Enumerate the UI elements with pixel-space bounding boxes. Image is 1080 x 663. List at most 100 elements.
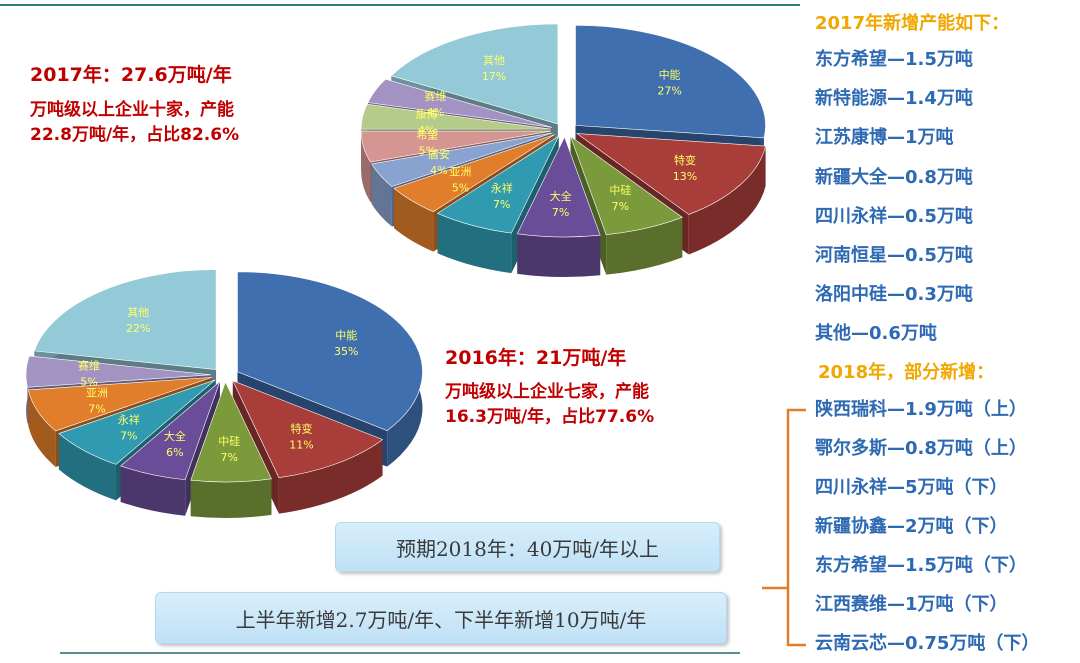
slice-label: 中硅 xyxy=(609,184,631,197)
slice-康博 xyxy=(360,103,552,130)
list-item: 陕西瑞科—1.9万吨（上） xyxy=(815,399,1027,420)
slice-percent: 11% xyxy=(289,438,313,451)
slice-label: 其他 xyxy=(483,54,505,67)
slice-永祥 xyxy=(436,135,560,234)
slice-percent: 4% xyxy=(427,106,444,119)
slice-rim xyxy=(688,146,766,255)
slice-盾安 xyxy=(371,132,553,187)
slice-赛维 xyxy=(367,78,553,128)
list-item: 洛阳中硅—0.3万吨 xyxy=(815,284,973,306)
list-item: 鄂尔多斯—0.8万吨（上） xyxy=(815,438,1027,459)
slice-percent: 17% xyxy=(482,70,506,83)
slice-rim xyxy=(120,465,186,516)
slice-rim xyxy=(606,217,683,275)
list-item: 东方希望—1.5万吨（下） xyxy=(815,555,1027,576)
y2017-line2: 22.8万吨/年，占比82.6% xyxy=(30,125,240,145)
slice-percent: 35% xyxy=(334,345,358,358)
slice-rim xyxy=(278,439,383,514)
slice-赛维 xyxy=(25,355,212,388)
slice-percent: 5% xyxy=(419,144,436,157)
list-item: 江西赛维—1万吨（下） xyxy=(815,594,1008,615)
slice-中能 xyxy=(575,25,766,139)
slice-中硅 xyxy=(190,381,272,483)
slice-label: 特变 xyxy=(674,153,696,167)
list-item: 其他—0.6万吨 xyxy=(815,323,937,345)
list-item: 云南云芯—0.75万吨（下） xyxy=(815,633,1040,654)
slice-percent: 13% xyxy=(673,170,697,183)
y2016-line1: 万吨级以上企业七家，产能 xyxy=(445,382,649,402)
halves-box: 上半年新增2.7万吨/年、下半年新增10万吨/年 xyxy=(155,592,727,644)
pie-chart-0: 中能27%特变13%中硅7%大全7%永祥7%亚洲5%盾安4%希望5%康博4%赛维… xyxy=(360,23,766,277)
slice-percent: 7% xyxy=(120,430,137,443)
slice-label: 大全 xyxy=(550,189,572,203)
slice-大全 xyxy=(120,380,221,481)
slice-永祥 xyxy=(58,379,216,465)
slice-亚洲 xyxy=(393,134,555,213)
slice-percent: 27% xyxy=(657,85,681,98)
slice-label: 亚洲 xyxy=(449,165,471,178)
list-item: 河南恒星—0.5万吨 xyxy=(815,244,973,266)
slice-label: 永祥 xyxy=(491,181,513,195)
slice-percent: 7% xyxy=(612,200,629,213)
slice-label: 中硅 xyxy=(218,435,240,448)
list-item: 新特能源—1.4万吨 xyxy=(815,88,973,110)
slice-label: 中能 xyxy=(659,68,681,82)
slice-percent: 5% xyxy=(80,376,97,389)
list-2018-additions: 陕西瑞科—1.9万吨（上） 鄂尔多斯—0.8万吨（上） 四川永祥—5万吨（下） … xyxy=(815,390,1039,663)
y2016-title: 2016年：21万吨/年 xyxy=(445,347,627,369)
slice-percent: 4% xyxy=(430,164,447,177)
slice-亚洲 xyxy=(27,377,212,432)
slice-希望 xyxy=(360,130,552,163)
slice-label: 中能 xyxy=(335,328,357,342)
slice-rim xyxy=(394,188,434,252)
slice-percent: 4% xyxy=(418,124,435,137)
slice-percent: 22% xyxy=(126,322,150,335)
header-2017-additions: 2017年新增产能如下： xyxy=(815,13,1010,34)
slice-percent: 6% xyxy=(166,446,183,459)
slice-label: 其他 xyxy=(127,306,149,319)
slice-label: 特变 xyxy=(290,421,312,435)
slice-label: 亚洲 xyxy=(86,387,108,400)
slice-rim xyxy=(517,233,601,277)
slice-rim xyxy=(28,389,56,467)
header-2018-additions: 2018年，部分新增： xyxy=(818,362,995,383)
list-item: 东方希望—1.5万吨 xyxy=(815,49,973,70)
slice-rim xyxy=(361,131,371,202)
slice-percent: 5% xyxy=(452,181,469,194)
slice-中硅 xyxy=(569,135,683,235)
slice-label: 大全 xyxy=(164,429,186,443)
forecast-box: 预期2018年：40万吨/年以上 xyxy=(335,522,720,572)
slice-label: 盾安 xyxy=(428,147,450,161)
slice-label: 康博 xyxy=(416,107,438,121)
slice-特变 xyxy=(232,380,384,478)
list-item: 新疆大全—0.8万吨 xyxy=(815,166,973,188)
slice-label: 赛维 xyxy=(424,89,446,103)
slice-rim xyxy=(371,163,392,227)
bottom-rule xyxy=(60,652,740,654)
pie-chart-1: 中能 35% 特变 11% 中硅 7% 大全 6% 永祥 7% 亚洲 7% 赛维 5% 其他 22% xyxy=(25,269,423,518)
slice-其他 xyxy=(33,269,217,370)
slice-大全 xyxy=(516,136,601,238)
slice-rim xyxy=(437,213,512,274)
slice-percent: 7% xyxy=(221,451,238,464)
list-item: 新疆协鑫—2万吨（下） xyxy=(815,516,1008,537)
list-item: 四川永祥—5万吨（下） xyxy=(815,477,1008,498)
slice-特变 xyxy=(576,133,766,215)
slice-中能 xyxy=(237,271,423,431)
top-rule xyxy=(0,4,800,6)
slice-percent: 7% xyxy=(88,403,105,416)
y2016-line2: 16.3万吨/年，占比77.6% xyxy=(445,407,655,427)
slice-其他 xyxy=(390,23,559,125)
y2017-title: 2017年：27.6万吨/年 xyxy=(30,64,232,86)
slice-rim xyxy=(58,433,116,501)
slice-label: 希望 xyxy=(416,127,438,141)
list-item: 四川永祥—0.5万吨 xyxy=(815,205,973,227)
slice-label: 赛维 xyxy=(78,359,100,373)
slice-percent: 7% xyxy=(552,206,569,219)
slice-percent: 7% xyxy=(493,198,510,211)
list-2017-additions: 东方希望—1.5万吨 新特能源—1.4万吨 江苏康博—1万吨 新疆大全—0.8万… xyxy=(815,40,973,354)
list-item: 江苏康博—1万吨 xyxy=(815,127,954,149)
y2017-line1: 万吨级以上企业十家，产能 xyxy=(30,100,234,120)
slice-rim xyxy=(190,478,272,518)
